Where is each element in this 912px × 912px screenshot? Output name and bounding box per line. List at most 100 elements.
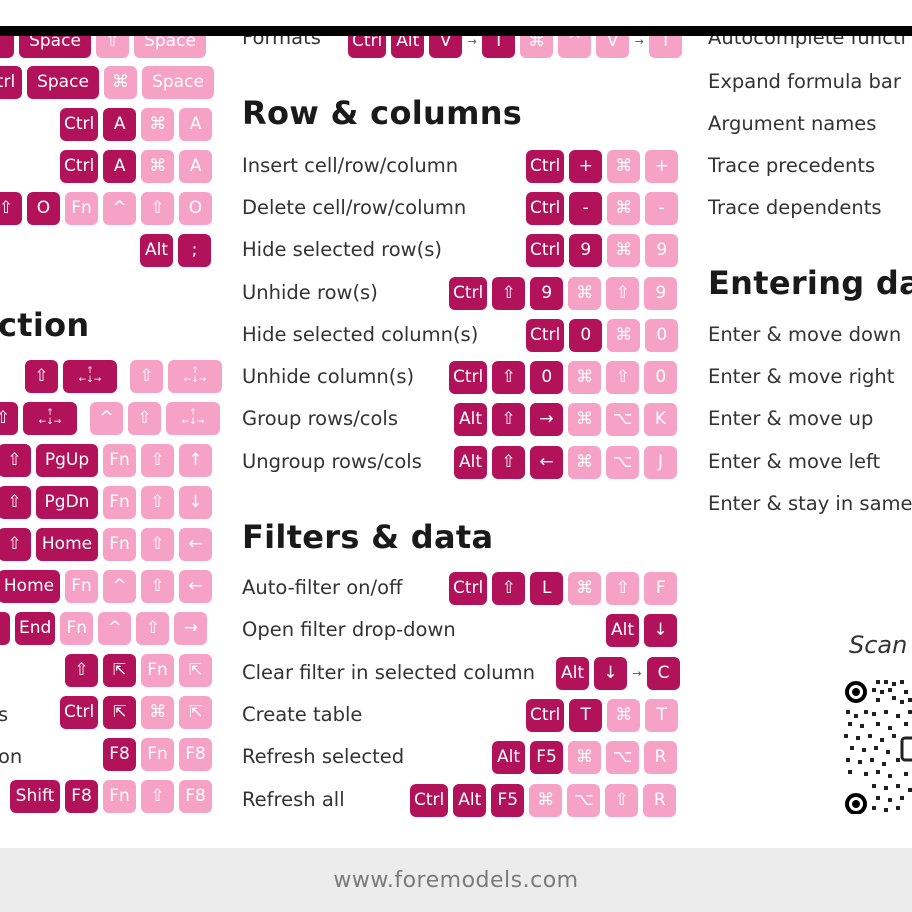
left-row-17: Shift F8 Fn ⇧ F8 <box>10 779 212 813</box>
key: ⇧ <box>0 443 31 477</box>
key: ⌘ <box>568 276 602 310</box>
left-row-8: ⇧ ↑ ←↓→ ^ ⇧ ↑ ←↓→ <box>0 401 220 435</box>
key: ⇧ <box>605 783 639 817</box>
row-keys: Ctrl - ⌘ - <box>526 191 679 225</box>
left-row-1: Space ⇧ Space <box>0 36 206 58</box>
key: ⇧ <box>141 485 174 519</box>
key: Space <box>27 65 99 99</box>
key: C <box>647 656 680 690</box>
key: Fn <box>141 737 174 771</box>
key: ⌘ <box>568 360 602 394</box>
key: 0 <box>645 318 679 352</box>
key: ↑ <box>179 443 212 477</box>
right-item: Autocomplete functi <box>708 36 906 49</box>
row-label: Hide selected row(s) <box>242 238 443 261</box>
top-border <box>0 26 912 36</box>
key: ⌥ <box>606 445 639 479</box>
key: ⌘ <box>568 445 601 479</box>
left-row-6: Alt ; <box>140 233 211 267</box>
key: ↓ <box>179 485 212 519</box>
key: ⇧ <box>492 402 525 436</box>
key: A <box>103 107 137 141</box>
key: R <box>643 783 677 817</box>
key: Ctrl <box>449 360 488 394</box>
rows-columns-heading: Row & columns <box>242 94 523 132</box>
key: Alt <box>140 233 173 267</box>
key: ⌘ <box>607 191 641 225</box>
filter-label: Clear filter in selected column <box>242 661 536 684</box>
left-row-13: End Fn ^ ⇧ → <box>0 611 208 645</box>
left-row-16: F8 Fn F8 <box>103 737 212 771</box>
key: Space <box>19 36 91 58</box>
key: ⌥ <box>606 740 639 774</box>
key: 0 <box>644 360 678 394</box>
key: ⌘ <box>607 233 641 267</box>
key: F <box>644 571 678 605</box>
mouse-pointer-icon: ⇱ <box>179 653 212 687</box>
key: Fn <box>103 443 136 477</box>
key: ↓ <box>644 613 677 647</box>
key: ⇧ <box>141 527 174 561</box>
key: 0 <box>569 318 603 352</box>
key: + <box>645 149 679 183</box>
filter-keys: Ctrl ⇧ L ⌘ ⇧ F <box>449 571 678 605</box>
key: ⇧ <box>492 571 526 605</box>
key: A <box>103 149 137 183</box>
key: Fn <box>65 191 98 225</box>
arrow-keys-icon: ↑ ←↓→ <box>23 401 77 435</box>
key: ⇧ <box>492 445 525 479</box>
key: ⇧ <box>25 359 58 393</box>
mouse-pointer-icon: ⇱ <box>179 695 213 729</box>
left-row-12: Home Fn ^ ⇧ ← <box>0 569 212 603</box>
key: 9 <box>569 233 603 267</box>
key: A <box>179 107 213 141</box>
key: ⇧ <box>141 569 174 603</box>
key: O <box>179 191 212 225</box>
entering-data-heading: Entering da <box>708 264 912 302</box>
website-link[interactable]: www.foremodels.com <box>333 867 579 893</box>
key: Ctrl <box>60 107 99 141</box>
filter-keys: Ctrl Alt F5 ⌘ ⌥ ⇧ R <box>410 783 677 817</box>
right-item: Argument names <box>708 112 877 135</box>
left-row-10: ⇧ PgDn Fn ⇧ ↓ <box>0 485 212 519</box>
key: ⇧ <box>0 401 18 435</box>
key: ⇧ <box>606 276 640 310</box>
left-row-2: trl Space ⌘ Space <box>0 65 214 99</box>
key: Ctrl <box>449 276 488 310</box>
key: ⇧ <box>0 527 31 561</box>
right-item: Enter & move down <box>708 323 902 346</box>
row-label: Unhide row(s) <box>242 281 378 304</box>
key: 9 <box>644 276 678 310</box>
key: - <box>569 191 603 225</box>
arrow-keys-icon: ↑ ←↓→ <box>63 359 117 393</box>
left-row-11: ⇧ Home Fn ⇧ ← <box>0 527 212 561</box>
key: F5 <box>491 783 525 817</box>
key: ^ <box>98 611 132 645</box>
filter-label: Refresh selected <box>242 745 405 768</box>
row-label: Hide selected column(s) <box>242 323 479 346</box>
key: ⌥ <box>606 402 639 436</box>
right-item: Trace dependents <box>708 196 882 219</box>
key: Fn <box>141 653 174 687</box>
cheat-sheet: ction Space ⇧ Space trl Space ⌘ Space Ct… <box>0 36 912 848</box>
mouse-pointer-icon: ⇱ <box>103 695 137 729</box>
key: ; <box>178 233 211 267</box>
key: Alt <box>391 36 425 58</box>
filter-label: Open filter drop-down <box>242 618 456 641</box>
key: PgDn <box>36 485 98 519</box>
key: Shift <box>10 779 60 813</box>
key: Ctrl <box>526 318 565 352</box>
key: Space <box>142 65 214 99</box>
key: ^ <box>558 36 592 58</box>
filter-keys: Alt ↓ → C <box>556 656 680 690</box>
key: Alt <box>453 783 487 817</box>
mouse-pointer-icon: ⇱ <box>103 653 136 687</box>
key: ⌘ <box>104 65 137 99</box>
key: ⇧ <box>492 360 526 394</box>
key: ⌘ <box>141 107 175 141</box>
key: ⌥ <box>567 783 601 817</box>
filter-label: Auto-filter on/off <box>242 576 403 599</box>
key: L <box>530 571 564 605</box>
key: T <box>569 698 603 732</box>
key: ⌘ <box>607 318 641 352</box>
